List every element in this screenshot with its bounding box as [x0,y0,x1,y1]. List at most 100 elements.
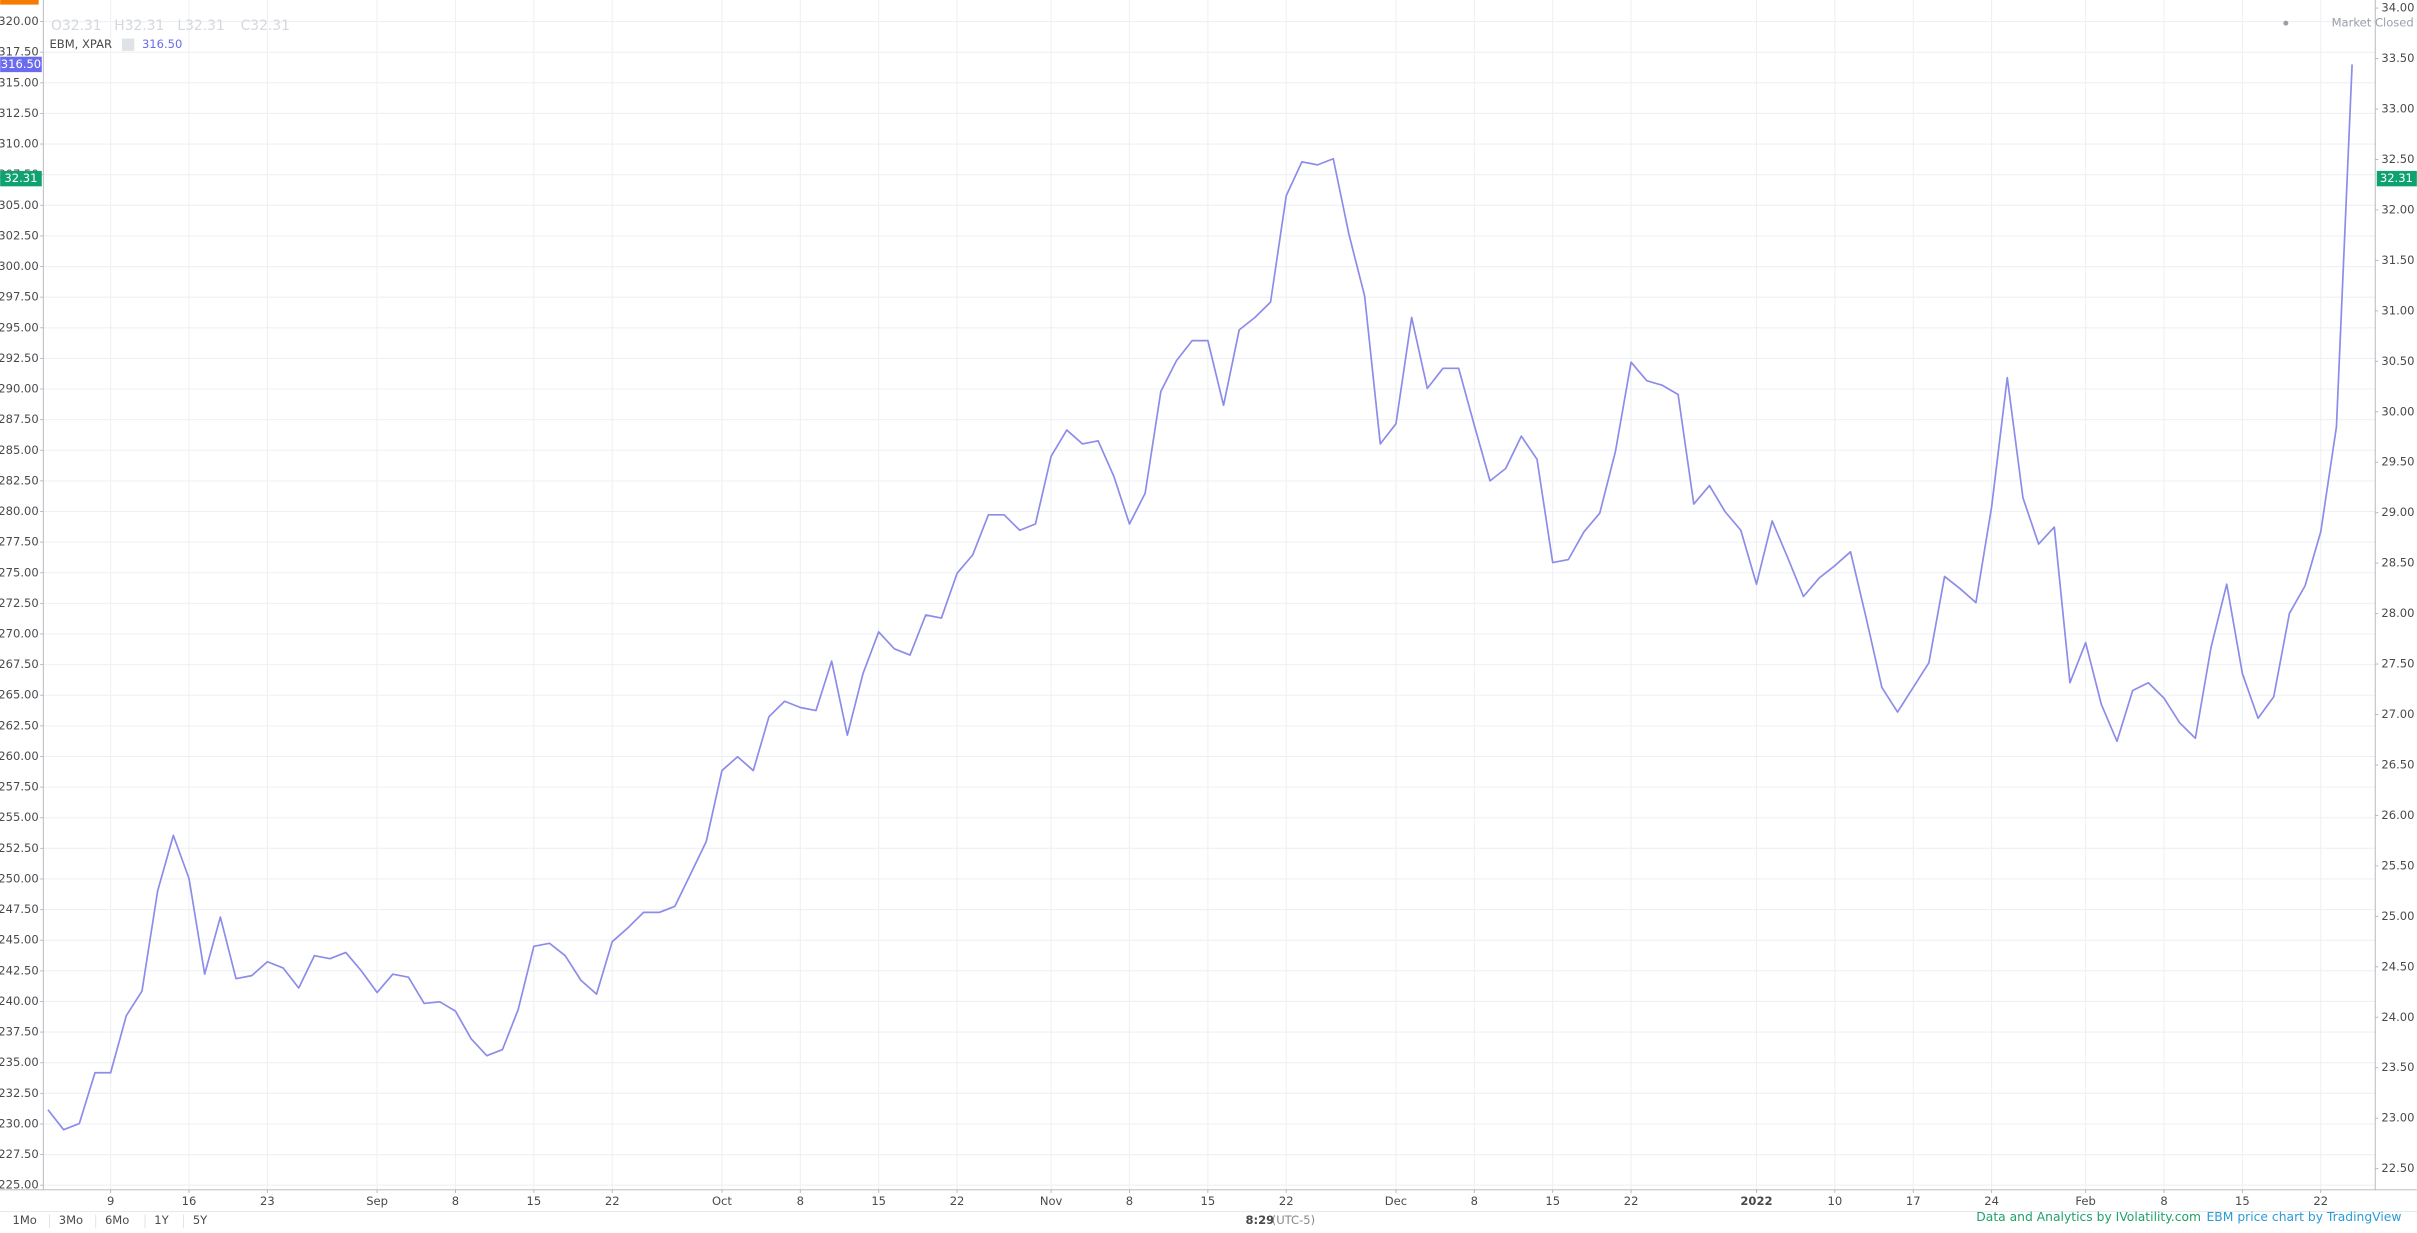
price-line [47,64,2353,1131]
y2-tick-label: 28.50 [2381,556,2414,570]
ohlc-value: O32.31 [51,18,102,34]
y-tick-label: 225.00 [0,1178,39,1192]
y2-tick-label: 26.00 [2381,808,2414,822]
y-tick-label: 310.00 [0,137,39,151]
y2-tick-label: 32.00 [2381,202,2414,216]
y-tick-label: 227.50 [0,1147,39,1161]
y-tick-label: 280.00 [0,504,39,518]
ohlc-value: H32.31 [114,18,164,34]
y2-tick-label: 32.50 [2381,152,2414,166]
y-tick-label: 242.50 [0,963,39,977]
clock-timezone: (UTC-5) [1272,1213,1315,1227]
y-tick-label: 272.50 [0,596,39,610]
range-button[interactable]: 3Mo [59,1213,83,1227]
last-value-badge [0,56,42,73]
y-tick-label: 275.00 [0,565,39,579]
y2-tick-label: 29.50 [2381,455,2414,469]
legend-icon [121,38,135,51]
y-tick-label: 247.50 [0,902,39,916]
x-tick-label: 15 [2235,1194,2250,1208]
range-button[interactable]: 1Mo [12,1213,36,1227]
y-tick-label: 300.00 [0,259,39,273]
x-tick-label: 22 [1624,1194,1639,1208]
y2-tick-label: 30.00 [2381,404,2414,418]
y-tick-label: 285.00 [0,443,39,457]
x-tick-label: 9 [107,1194,114,1208]
y2-tick-label: 25.00 [2381,909,2414,923]
ohlc-value: C32.31 [241,18,290,34]
x-tick-label: 22 [2313,1194,2328,1208]
x-tick-label: 2022 [1740,1194,1772,1208]
x-tick-label: Nov [1040,1194,1063,1208]
y2-tick-label: 22.50 [2381,1161,2414,1175]
brand-strip [0,0,39,5]
y2-marker-label: 32.31 [4,171,37,185]
y2-tick-label: 28.00 [2381,606,2414,620]
market-status: Market Closed [2332,16,2414,30]
y-tick-label: 260.00 [0,749,39,763]
y-tick-label: 297.50 [0,290,39,304]
y2-tick-label: 34.00 [2381,1,2414,15]
y2-marker-label: 32.31 [2380,171,2413,185]
y-tick-label: 287.50 [0,412,39,426]
y2-marker-badge [2376,170,2417,187]
y-tick-label: 250.00 [0,871,39,885]
y-tick-label: 235.00 [0,1055,39,1069]
x-tick-label: 16 [182,1194,197,1208]
y-tick-label: 290.00 [0,382,39,396]
x-tick-label: 22 [1279,1194,1294,1208]
y-tick-label: 317.50 [0,45,39,59]
x-tick-label: 23 [260,1194,275,1208]
x-tick-label: 15 [871,1194,886,1208]
x-tick-label: 8 [2160,1194,2167,1208]
plot [47,64,2353,1131]
y-tick-label: 282.50 [0,473,39,487]
x-tick-label: 8 [797,1194,804,1208]
y-tick-label: 312.50 [0,106,39,120]
x-tick-label: Dec [1385,1194,1407,1208]
y2-tick-label: 31.00 [2381,303,2414,317]
last-value-label: 316.50 [1,57,41,71]
y-tick-label: 302.50 [0,228,39,242]
x-tick-label: 22 [605,1194,620,1208]
y-tick-label: 240.00 [0,994,39,1008]
y-tick-label: 232.50 [0,1086,39,1100]
range-button[interactable]: 6Mo [105,1213,129,1227]
y2-marker-badge [0,170,42,187]
y2-tick-label: 29.00 [2381,505,2414,519]
y2-tick-label: 27.50 [2381,657,2414,671]
x-tick-label: 15 [1545,1194,1560,1208]
credit-data[interactable]: Data and Analytics by IVolatility.com [1976,1210,2201,1224]
x-tick-label: 24 [1984,1194,1999,1208]
y2-tick-label: 26.50 [2381,757,2414,771]
y-tick-label: 252.50 [0,841,39,855]
y-tick-label: 267.50 [0,657,39,671]
y-tick-label: 277.50 [0,535,39,549]
y-tick-label: 255.00 [0,810,39,824]
x-tick-label: 8 [452,1194,459,1208]
x-tick-label: 17 [1906,1194,1921,1208]
y-tick-label: 305.00 [0,198,39,212]
x-tick-label: 15 [1201,1194,1216,1208]
clock-time: 8:29 [1245,1213,1274,1227]
grid [43,0,2376,1190]
y-tick-label: 262.50 [0,718,39,732]
y2-tick-label: 33.50 [2381,51,2414,65]
y2-tick-label: 24.50 [2381,959,2414,973]
y2-tick-label: 27.00 [2381,707,2414,721]
x-tick-label: 15 [527,1194,542,1208]
y-tick-label: 320.00 [0,14,39,28]
y2-tick-label: 33.00 [2381,101,2414,115]
y-tick-label: 257.50 [0,780,39,794]
range-button[interactable]: 5Y [193,1213,208,1227]
credit-chart[interactable]: EBM price chart by TradingView [2207,1210,2402,1224]
y-tick-label: 295.00 [0,320,39,334]
x-tick-label: 22 [950,1194,965,1208]
y-tick-label: 292.50 [0,351,39,365]
range-button[interactable]: 1Y [154,1213,169,1227]
y-tick-label: 315.00 [0,75,39,89]
x-tick-label: Oct [712,1194,732,1208]
x-tick-label: Sep [366,1194,388,1208]
y-tick-label: 270.00 [0,626,39,640]
